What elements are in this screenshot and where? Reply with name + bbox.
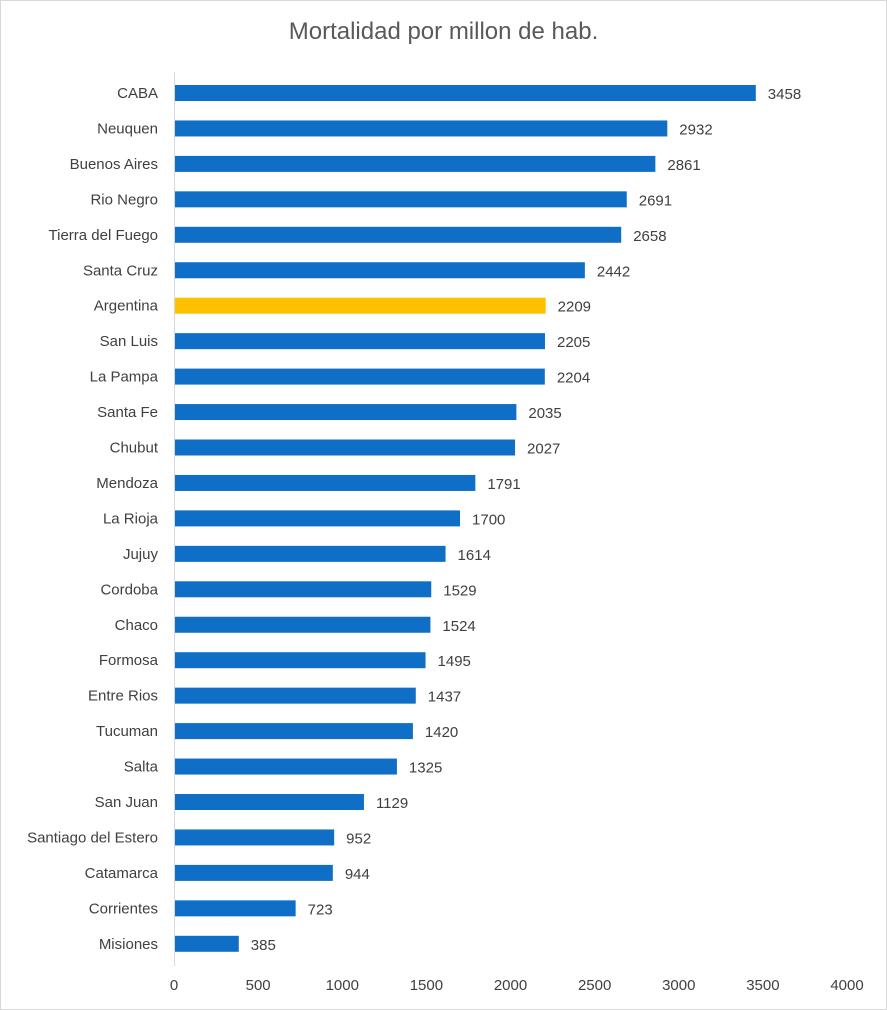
x-tick-label: 1500: [410, 977, 443, 994]
bar: [175, 581, 432, 598]
bar: [175, 368, 545, 385]
value-label: 1420: [425, 724, 458, 741]
bar: [175, 474, 476, 491]
bar: [175, 652, 426, 669]
value-label: 2209: [558, 299, 591, 316]
chart-title: Mortalidad por millon de hab.: [288, 18, 599, 45]
value-label: 2035: [528, 405, 561, 422]
category-label: Mendoza: [96, 475, 158, 492]
value-label: 1791: [487, 476, 520, 493]
category-label: La Rioja: [103, 510, 159, 527]
category-label: Catamarca: [85, 865, 159, 882]
bar: [175, 155, 656, 172]
value-label: 1529: [443, 582, 476, 599]
category-label: La Pampa: [90, 369, 159, 386]
value-label: 1129: [376, 795, 408, 812]
category-label: Misiones: [99, 936, 158, 953]
x-tick-label: 2500: [578, 977, 611, 994]
category-label: Chubut: [110, 440, 159, 457]
bar: [175, 510, 461, 527]
value-label: 1700: [472, 511, 505, 528]
value-label: 2932: [679, 121, 712, 138]
value-label: 2861: [667, 157, 700, 174]
category-label: Formosa: [99, 652, 159, 669]
bar: [175, 758, 397, 775]
value-label: 944: [345, 866, 370, 883]
bar: [175, 794, 364, 810]
value-label: 723: [308, 901, 333, 918]
value-label: 2204: [557, 370, 590, 387]
value-label: 1437: [428, 689, 461, 706]
bar: [175, 900, 296, 917]
bar: [175, 545, 446, 562]
category-label: Argentina: [94, 298, 159, 315]
category-label: Neuquen: [97, 120, 158, 137]
value-label: 1325: [409, 760, 442, 777]
bar: [175, 687, 416, 704]
bar: [175, 616, 431, 633]
value-label: 1524: [442, 618, 475, 635]
bar: [175, 333, 545, 350]
category-label: Santa Cruz: [83, 262, 158, 279]
labels-layer: CABA 3458 Neuquen 2932 Buenos Aires 2861 Rio N…: [27, 85, 801, 954]
bar: [175, 723, 413, 740]
x-tick-label: 4000: [830, 977, 863, 994]
value-label: 3458: [768, 86, 801, 103]
category-label: Corrientes: [89, 900, 158, 917]
category-label: Tierra del Fuego: [49, 227, 159, 244]
bar: [175, 262, 585, 279]
value-label: 385: [251, 937, 276, 954]
category-label: Rio Negro: [90, 191, 158, 208]
category-label: Santiago del Estero: [27, 829, 158, 846]
value-label: 1614: [458, 547, 491, 564]
category-label: Salta: [124, 759, 159, 776]
category-label: Entre Rios: [88, 688, 158, 705]
bar: [175, 85, 756, 101]
bar: [175, 864, 333, 881]
x-tick-label: 500: [246, 977, 271, 994]
x-tick-label: 3000: [662, 977, 695, 994]
value-label: 2442: [597, 263, 630, 280]
category-label: CABA: [117, 85, 158, 102]
x-tick-label: 2000: [494, 977, 527, 994]
category-label: San Juan: [95, 794, 158, 811]
bar: [175, 829, 335, 846]
category-label: Tucuman: [96, 723, 158, 740]
bar: [175, 297, 546, 314]
value-label: 1495: [438, 653, 471, 670]
value-label: 2205: [557, 334, 590, 351]
bar: [175, 439, 516, 456]
category-label: Cordoba: [100, 581, 158, 598]
category-label: Chaco: [115, 617, 158, 634]
category-label: Santa Fe: [97, 404, 158, 421]
value-label: 2027: [527, 441, 560, 458]
bar: [175, 935, 239, 952]
bar: [175, 226, 622, 243]
category-label: Buenos Aires: [70, 156, 158, 173]
bars-layer: [175, 85, 756, 952]
x-tick-label: 3500: [746, 977, 779, 994]
axis-layer: 0 500 1000 1500 2000 2500 3000 3500 4000: [170, 72, 864, 994]
value-label: 2691: [639, 192, 672, 209]
value-label: 2658: [633, 228, 666, 245]
x-tick-label: 0: [170, 977, 178, 994]
bar: [175, 120, 668, 137]
x-tick-label: 1000: [326, 977, 359, 994]
value-label: 952: [346, 830, 371, 847]
bar: [175, 191, 627, 208]
category-label: San Luis: [100, 333, 158, 350]
bar: [175, 404, 517, 421]
category-label: Jujuy: [123, 546, 159, 563]
